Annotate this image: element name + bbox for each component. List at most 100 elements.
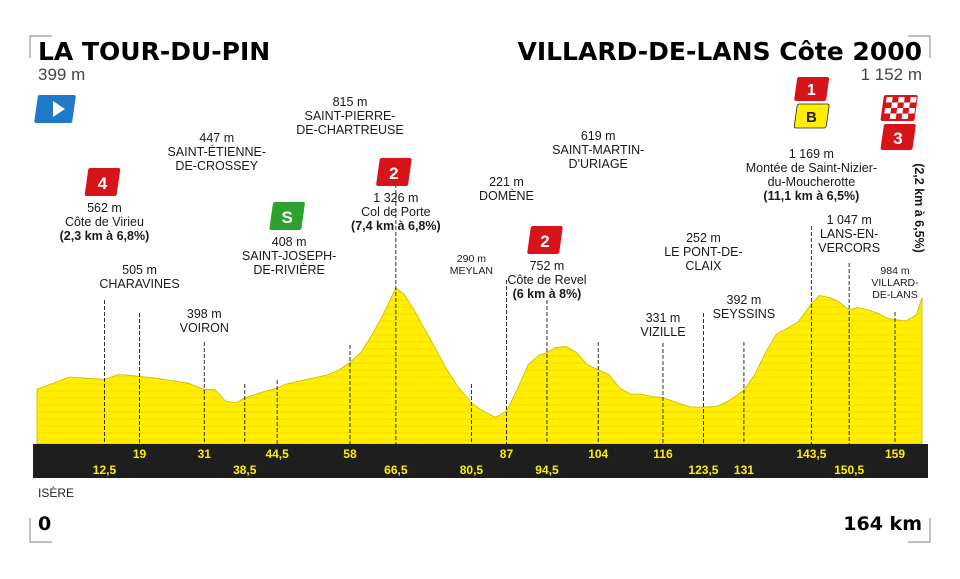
place-altitude: 392 m	[727, 293, 762, 307]
place-name: SAINT-ÉTIENNE-	[167, 144, 266, 159]
climb-detail: (11,1 km à 6,5%)	[763, 189, 859, 203]
place-name: SAINT-MARTIN-	[552, 143, 644, 157]
km-tick-label: 94,5	[535, 463, 559, 477]
place-name: DE-CHARTREUSE	[296, 123, 403, 137]
elevation-profile	[36, 287, 923, 445]
place-name: SAINT-JOSEPH-	[242, 249, 336, 263]
place-name: DE-RIVIÈRE	[253, 262, 325, 277]
place-name: DE-LANS	[872, 289, 918, 301]
place-name: SAINT-PIERRE-	[304, 109, 395, 123]
km-tick-label: 123,5	[688, 463, 718, 477]
profile-area	[36, 287, 923, 445]
badge-label: 4	[98, 174, 108, 193]
climb-category-badge: 1	[794, 77, 830, 101]
place-altitude: 752 m	[530, 259, 565, 273]
badge-label: 2	[389, 164, 398, 183]
km-tick-label: 44,5	[265, 447, 289, 461]
place-name: CLAIX	[685, 259, 722, 273]
climb-category-badge: 4	[84, 168, 121, 196]
place-name: VERCORS	[818, 241, 880, 255]
region-label: ISÈRE	[38, 485, 74, 500]
place-altitude: 408 m	[272, 235, 307, 249]
climb-detail: (7,4 km à 6,8%)	[351, 219, 441, 233]
finish-town-name: VILLARD-DE-LANS Côte 2000	[517, 37, 922, 66]
place-name: VIZILLE	[640, 325, 685, 339]
bonus-badge: B	[793, 103, 830, 129]
place-altitude: 331 m	[646, 311, 681, 325]
km-tick-label: 80,5	[460, 463, 484, 477]
place-altitude: 815 m	[333, 95, 368, 109]
climb-detail: (6 km à 8%)	[513, 287, 582, 301]
km-tick-label: 58	[343, 447, 357, 461]
axis-start-label: 0	[38, 513, 51, 535]
place-altitude: 252 m	[686, 231, 721, 245]
place-name: Côte de Revel	[507, 273, 586, 287]
km-tick-label: 116	[653, 447, 673, 461]
place-altitude: 398 m	[187, 307, 222, 321]
distance-labels: 12,5 19 31 38,5 44,5 58 66,5 80,5 87 94,5 104 116 12…	[93, 447, 906, 477]
place-altitude: 505 m	[122, 263, 157, 277]
axis-end-label: 164 km	[843, 513, 922, 535]
km-tick-label: 131	[734, 463, 754, 477]
place-name: LANS-EN-	[820, 227, 878, 241]
km-tick-label: 143,5	[796, 447, 826, 461]
sprint-badge: S	[269, 202, 305, 230]
place-name: MEYLAN	[450, 265, 493, 277]
km-tick-label: 159	[885, 447, 905, 461]
km-tick-label: 31	[198, 447, 212, 461]
place-name: DOMÈNE	[479, 188, 534, 203]
finish-altitude: 1 152 m	[861, 65, 922, 84]
km-tick-label: 104	[588, 447, 608, 461]
km-tick-label: 38,5	[233, 463, 257, 477]
distance-ribbon	[33, 444, 928, 478]
start-altitude: 399 m	[38, 65, 85, 84]
start-flag-icon	[34, 95, 76, 123]
marker-drop-lines	[104, 160, 896, 444]
badge-label: S	[281, 208, 292, 227]
climb-category-badge: 2	[527, 226, 563, 254]
place-name: Montée de Saint-Nizier-	[746, 161, 877, 175]
place-altitude: 984 m	[880, 265, 909, 277]
place-name: SEYSSINS	[713, 307, 776, 321]
place-name: VILLARD-	[871, 277, 919, 289]
frame-corners	[29, 35, 931, 543]
place-altitude: 1 047 m	[827, 213, 872, 227]
finish-flag-icon	[880, 95, 918, 121]
place-name: du-Moucherotte	[768, 175, 856, 189]
km-tick-label: 87	[500, 447, 514, 461]
km-tick-label: 12,5	[93, 463, 117, 477]
place-altitude: 1 169 m	[789, 147, 834, 161]
place-name: VOIRON	[180, 321, 229, 335]
place-name: DE-CROSSEY	[175, 159, 258, 173]
climb-detail: (2,3 km à 6,8%)	[60, 229, 150, 243]
place-name: Côte de Virieu	[65, 215, 144, 229]
place-name: Col de Porte	[361, 205, 431, 219]
km-tick-label: 150,5	[834, 463, 864, 477]
climb-category-badge: 2	[376, 158, 412, 186]
finish-badges: 1 B 3 (2,2 km à 6,5%)	[793, 77, 926, 253]
place-altitude: 221 m	[489, 175, 524, 189]
badge-label: 2	[540, 232, 549, 251]
place-altitude: 619 m	[581, 129, 616, 143]
km-tick-label: 66,5	[384, 463, 408, 477]
place-altitude: 447 m	[199, 131, 234, 145]
finish-climb-detail: (2,2 km à 6,5%)	[912, 163, 926, 253]
place-altitude: 290 m	[457, 253, 486, 265]
km-tick-label: 19	[133, 447, 147, 461]
place-name: CHARAVINES	[99, 277, 179, 291]
